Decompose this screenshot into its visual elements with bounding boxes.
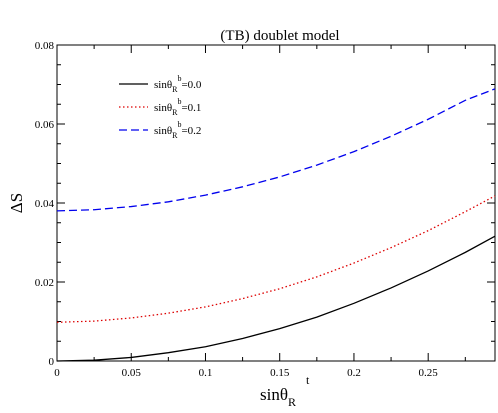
legend-label-2: sinθRb=0.2 bbox=[154, 120, 201, 140]
y-tick-label: 0 bbox=[49, 356, 55, 368]
series-line-2 bbox=[56, 88, 496, 212]
y-tick-label: 0.04 bbox=[35, 198, 55, 210]
x-axis-label-sup: t bbox=[306, 373, 310, 387]
legend: sinθRb=0.0 sinθRb=0.1 sinθRb=0.2 bbox=[119, 74, 202, 140]
legend-label-0: sinθRb=0.0 bbox=[154, 74, 202, 94]
x-tick-label: 0.2 bbox=[347, 367, 361, 379]
y-axis-label: ΔS bbox=[7, 193, 26, 213]
axis-ticks: 0 0.05 0.1 0.15 0.2 0.25 0 0.02 0.04 0.06 0.08 bbox=[35, 40, 495, 379]
y-tick-label: 0.06 bbox=[35, 119, 55, 131]
chart-title: (TB) doublet model bbox=[220, 28, 339, 44]
x-tick-label: 0 bbox=[54, 367, 60, 379]
y-tick-label: 0.08 bbox=[35, 40, 55, 52]
x-tick-label: 0.25 bbox=[419, 367, 439, 379]
x-tick-label: 0.1 bbox=[199, 367, 213, 379]
x-axis-label-sub: R bbox=[288, 395, 296, 409]
x-axis-label-main: sinθ bbox=[260, 385, 288, 404]
x-tick-label: 0.15 bbox=[270, 367, 290, 379]
x-tick-label: 0.05 bbox=[122, 367, 142, 379]
series-line-0 bbox=[56, 235, 496, 362]
x-axis-label: sinθR bbox=[260, 385, 296, 409]
series-lines bbox=[56, 88, 496, 362]
plot-frame bbox=[56, 44, 496, 362]
legend-label-1: sinθRb=0.1 bbox=[154, 97, 201, 117]
series-line-1 bbox=[56, 195, 496, 323]
y-tick-label: 0.02 bbox=[35, 277, 54, 289]
